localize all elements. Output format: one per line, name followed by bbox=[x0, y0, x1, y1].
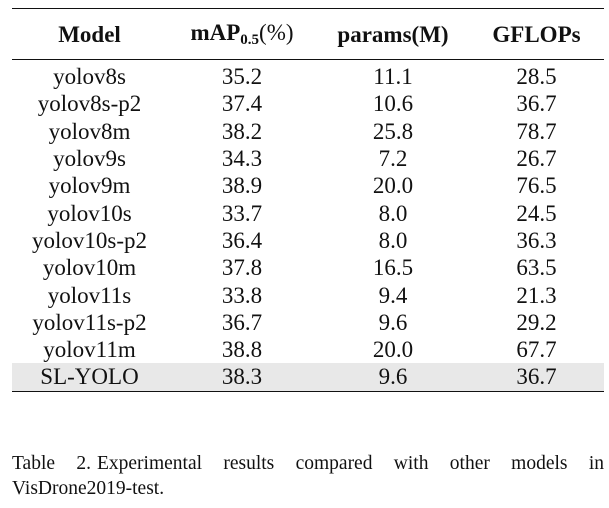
caption-text: Experimental results compared with other… bbox=[12, 453, 604, 499]
table-row: yolov8s 35.2 11.1 28.5 bbox=[12, 63, 604, 90]
cell-gflops: 24.5 bbox=[516, 200, 557, 226]
table-header-row: Model mAP0.5(%) params(M) GFLOPs bbox=[12, 9, 604, 59]
cell-map: 38.2 bbox=[221, 118, 263, 144]
cell-model: yolov8s-p2 bbox=[37, 91, 142, 117]
table-row: yolov10m 37.8 16.5 63.5 bbox=[12, 254, 604, 281]
table-bottom-rule bbox=[12, 390, 604, 392]
cell-params: 8.0 bbox=[378, 200, 408, 226]
table-row-highlighted: SL-YOLO 38.3 9.6 36.7 bbox=[12, 363, 604, 391]
cell-params: 20.0 bbox=[372, 337, 414, 363]
cell-gflops: 36.7 bbox=[516, 91, 557, 117]
cell-gflops: 28.5 bbox=[516, 64, 557, 90]
table-row: yolov11s-p2 36.7 9.6 29.2 bbox=[12, 309, 604, 336]
cell-params: 7.2 bbox=[378, 146, 408, 172]
header-map: mAP0.5(%) bbox=[167, 21, 317, 48]
cell-map: 38.9 bbox=[221, 173, 263, 199]
cell-params: 9.4 bbox=[378, 282, 408, 308]
table-body: yolov8s 35.2 11.1 28.5 yolov8s-p2 37.4 10.6 36.… bbox=[12, 63, 604, 391]
cell-model: yolov10s-p2 bbox=[32, 227, 147, 253]
cell-params: 10.6 bbox=[372, 91, 414, 117]
header-map-main: mAP bbox=[190, 19, 241, 45]
cell-map: 38.8 bbox=[221, 337, 263, 363]
header-map-unit: (%) bbox=[259, 19, 294, 45]
cell-model: yolov9s bbox=[53, 146, 126, 172]
cell-map: 34.3 bbox=[221, 146, 263, 172]
caption-label: Table 2. bbox=[12, 453, 91, 474]
table-row: yolov8s-p2 37.4 10.6 36.7 bbox=[12, 90, 604, 117]
cell-map: 37.4 bbox=[221, 91, 263, 117]
table-row: yolov8m 38.2 25.8 78.7 bbox=[12, 118, 604, 145]
cell-model: yolov11m bbox=[43, 337, 136, 363]
cell-params: 11.1 bbox=[373, 64, 413, 90]
cell-model: yolov8s bbox=[53, 64, 126, 90]
cell-map: 33.8 bbox=[221, 282, 263, 308]
cell-map: 35.2 bbox=[221, 64, 263, 90]
cell-model: yolov9m bbox=[48, 173, 131, 199]
cell-model: yolov11s bbox=[47, 282, 132, 308]
header-model: Model bbox=[58, 21, 121, 47]
table-row: yolov11m 38.8 20.0 67.7 bbox=[12, 336, 604, 363]
table-row: yolov10s 33.7 8.0 24.5 bbox=[12, 199, 604, 226]
cell-map: 36.4 bbox=[221, 227, 263, 253]
cell-gflops: 63.5 bbox=[516, 255, 557, 281]
cell-gflops: 36.3 bbox=[516, 227, 557, 253]
cell-gflops: 26.7 bbox=[516, 146, 557, 172]
header-gflops: GFLOPs bbox=[492, 21, 581, 47]
cell-model: yolov10m bbox=[42, 255, 137, 281]
table-row: yolov11s 33.8 9.4 21.3 bbox=[12, 281, 604, 308]
cell-gflops: 76.5 bbox=[516, 173, 557, 199]
table-header-rule bbox=[12, 59, 604, 60]
cell-map: 33.7 bbox=[221, 200, 263, 226]
cell-params: 25.8 bbox=[372, 118, 414, 144]
table-row: yolov10s-p2 36.4 8.0 36.3 bbox=[12, 227, 604, 254]
cell-params: 9.6 bbox=[378, 309, 408, 335]
header-params: params(M) bbox=[337, 21, 449, 47]
cell-gflops: 78.7 bbox=[516, 118, 557, 144]
cell-model: yolov8m bbox=[48, 118, 131, 144]
cell-model: yolov11s-p2 bbox=[32, 309, 147, 335]
results-table: Model mAP0.5(%) params(M) GFLOPs yolov8s… bbox=[12, 8, 604, 392]
cell-params: 9.6 bbox=[378, 364, 408, 390]
cell-gflops: 36.7 bbox=[516, 364, 557, 390]
cell-gflops: 29.2 bbox=[516, 309, 557, 335]
cell-map: 38.3 bbox=[221, 364, 263, 390]
cell-params: 20.0 bbox=[372, 173, 414, 199]
cell-model: SL-YOLO bbox=[40, 364, 139, 390]
cell-model: yolov10s bbox=[47, 200, 132, 226]
header-map-subscript: 0.5 bbox=[240, 31, 260, 48]
table-caption: Table 2. Experimental results compared wi… bbox=[12, 451, 604, 501]
cell-gflops: 21.3 bbox=[516, 282, 557, 308]
table-row: yolov9s 34.3 7.2 26.7 bbox=[12, 145, 604, 172]
cell-map: 36.7 bbox=[221, 309, 263, 335]
cell-params: 8.0 bbox=[378, 227, 408, 253]
table-row: yolov9m 38.9 20.0 76.5 bbox=[12, 172, 604, 199]
cell-gflops: 67.7 bbox=[516, 337, 557, 363]
table-top-rule bbox=[12, 8, 604, 9]
cell-params: 16.5 bbox=[372, 255, 414, 281]
cell-map: 37.8 bbox=[221, 255, 263, 281]
